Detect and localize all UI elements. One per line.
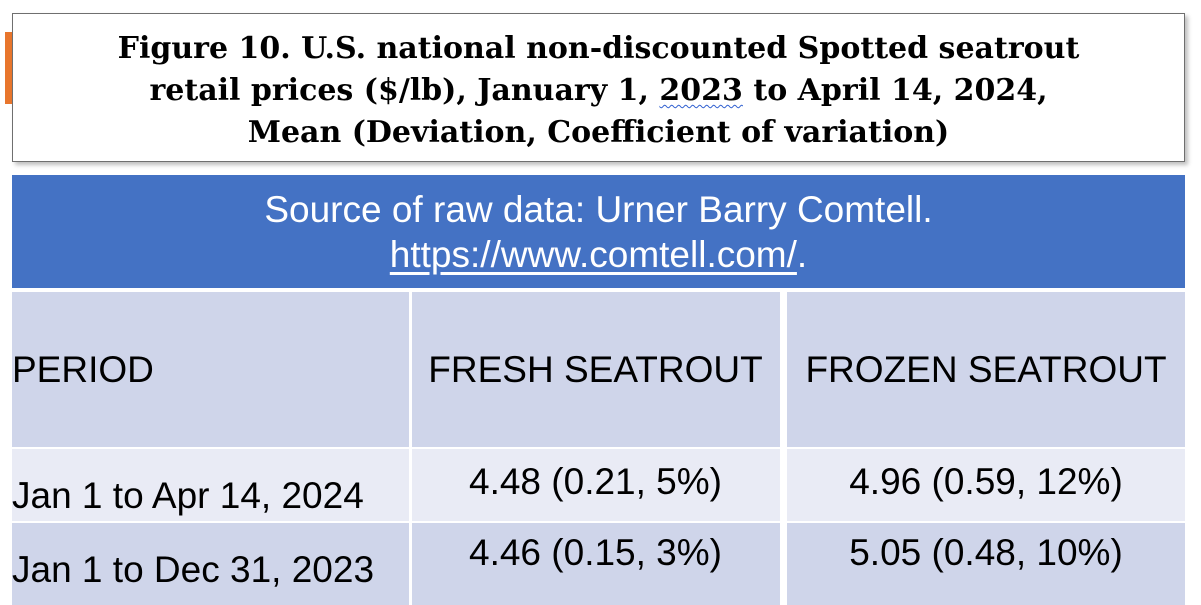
column-divider [784, 288, 787, 605]
period-cell: Jan 1 to Dec 31, 2023 [12, 523, 409, 605]
source-text: Source of raw data: Urner Barry Comtell. [264, 189, 933, 230]
column-divider [409, 288, 412, 605]
header-period: PERIOD [12, 292, 409, 447]
column-divider [780, 288, 783, 605]
title-year-spellcheck: 2023 [659, 73, 743, 108]
figure-title: Figure 10. U.S. national non-discounted … [13, 28, 1184, 154]
title-line-3: Mean (Deviation, Coefficient of variatio… [247, 115, 950, 150]
header-frozen-seatrout: FROZEN SEATROUT [787, 292, 1185, 447]
data-table: Source of raw data: Urner Barry Comtell.… [12, 175, 1185, 605]
source-link[interactable]: https://www.comtell.com/ [389, 234, 797, 275]
frozen-value-cell: 5.05 (0.48, 10%) [787, 523, 1185, 605]
title-box: Figure 10. U.S. national non-discounted … [12, 13, 1185, 162]
title-line-2: retail prices ($/lb), January 1, 2023 to… [13, 70, 1184, 112]
title-line-1: Figure 10. U.S. national non-discounted … [117, 31, 1080, 66]
table-row: Jan 1 to Dec 31, 2023 4.46 (0.15, 3%) 5.… [12, 523, 1185, 605]
frozen-value-cell: 4.96 (0.59, 12%) [787, 449, 1185, 521]
source-banner: Source of raw data: Urner Barry Comtell.… [12, 175, 1185, 288]
title-line-2-end: to April 14, 2024, [742, 73, 1048, 108]
header-fresh-seatrout: FRESH SEATROUT [411, 292, 780, 447]
period-cell: Jan 1 to Apr 14, 2024 [12, 449, 409, 521]
source-url-line: https://www.comtell.com/. [12, 232, 1185, 277]
table-row: Jan 1 to Apr 14, 2024 4.48 (0.21, 5%) 4.… [12, 449, 1185, 521]
header-row: PERIOD FRESH SEATROUT FROZEN SEATROUT [12, 292, 1185, 447]
source-url-period: . [796, 234, 808, 275]
fresh-value-cell: 4.48 (0.21, 5%) [411, 449, 780, 521]
title-line-2-start: retail prices ($/lb), January 1, [149, 73, 660, 108]
fresh-value-cell: 4.46 (0.15, 3%) [411, 523, 780, 605]
